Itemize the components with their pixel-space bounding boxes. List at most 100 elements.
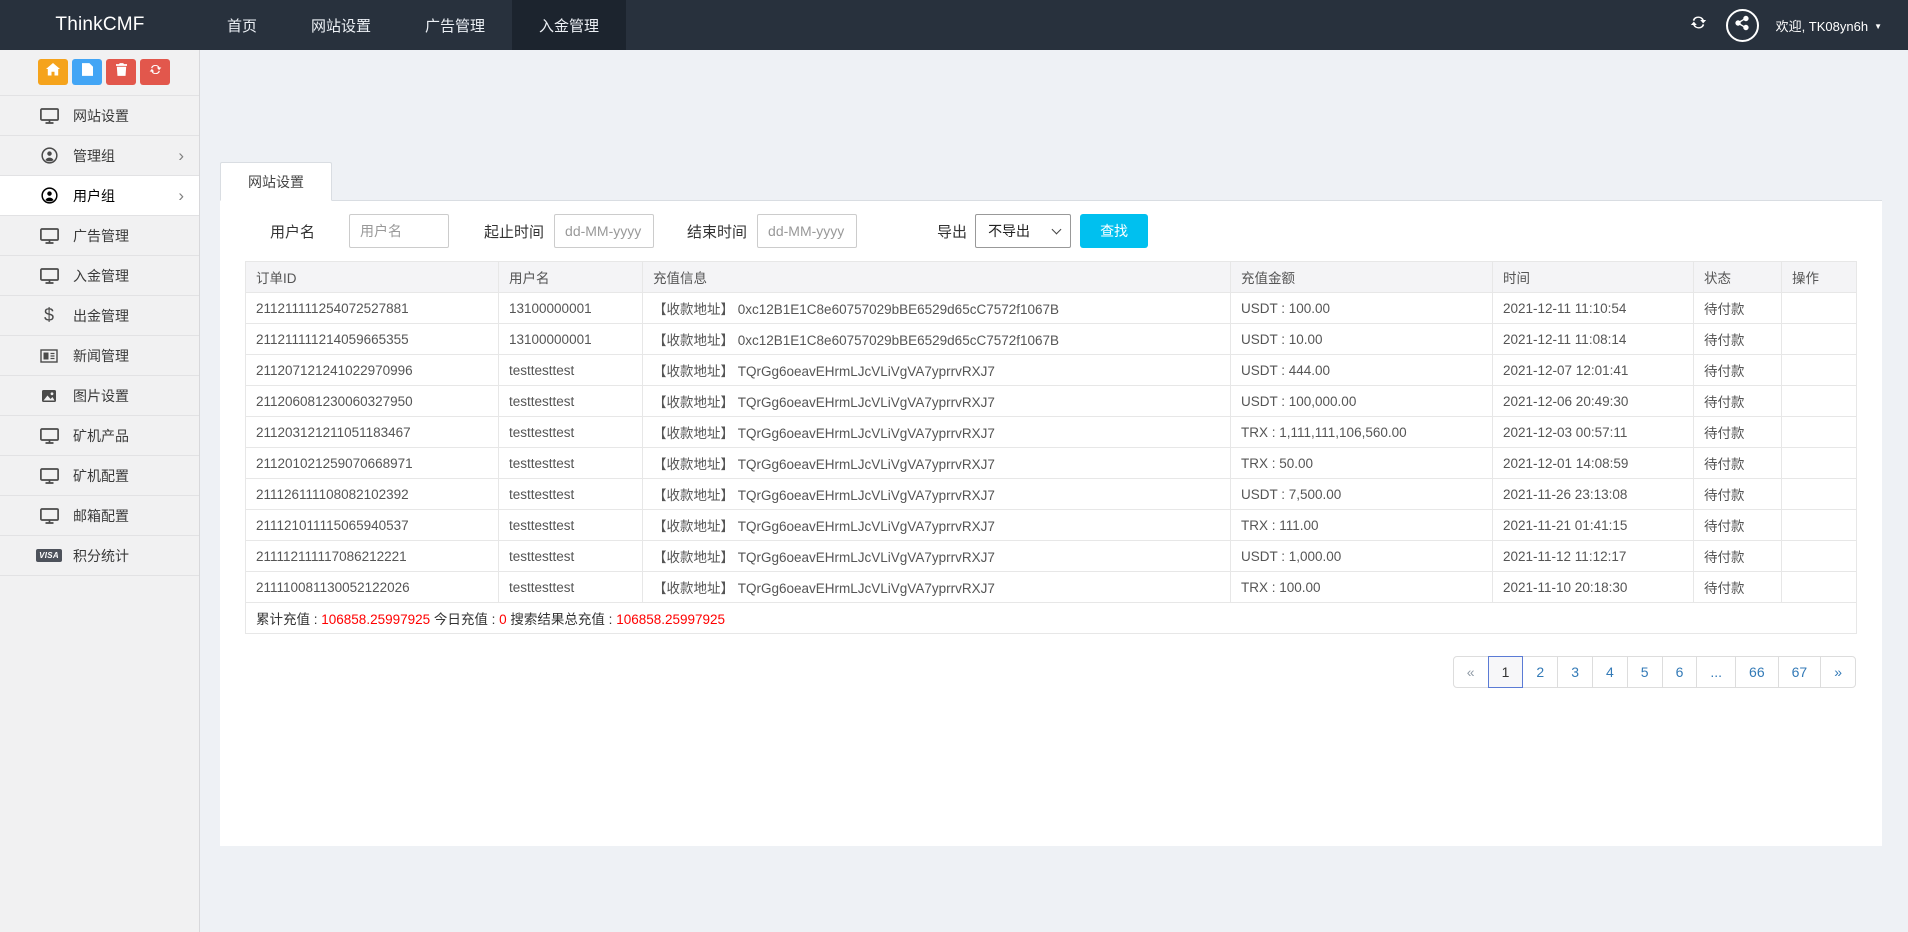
sidebar-item-site-settings[interactable]: 网站设置	[0, 96, 199, 136]
nav-item-site-settings[interactable]: 网站设置	[311, 17, 372, 35]
summary-row: 累计充值 : 106858.25997925 今日充值 : 0 搜索结果总充值 …	[245, 602, 1857, 634]
summary-label: 今日充值 :	[430, 612, 500, 627]
page-3-button[interactable]: 3	[1557, 656, 1593, 688]
cell-time: 2021-12-11 11:10:54	[1492, 292, 1694, 324]
username-label: 用户名	[270, 223, 316, 241]
sidebar-item-mailbox-config[interactable]: 邮箱配置	[0, 496, 199, 536]
page-67-button[interactable]: 67	[1777, 656, 1822, 688]
sidebar: 网站设置 管理组 › 用户组 › 广告管理 入金管理 $ 出金管理 新闻管理图片设置矿机产品 矿机配…	[0, 50, 200, 932]
column-header: 时间	[1492, 261, 1694, 293]
cell-user: testtesttest	[498, 509, 643, 541]
sidebar-item-withdraw-management[interactable]: $ 出金管理	[0, 296, 199, 336]
page-5-button[interactable]: 5	[1626, 656, 1663, 688]
summary-value: 0	[499, 612, 507, 627]
trash-button[interactable]	[106, 59, 136, 85]
cell-amount: USDT : 1,000.00	[1230, 540, 1493, 572]
cell-order-id: 211126111108082102392	[245, 478, 499, 510]
dollar-icon: $	[43, 305, 54, 325]
summary-value: 106858.25997925	[321, 612, 431, 627]
sidebar-item-miner-config[interactable]: 矿机配置	[0, 456, 199, 496]
monitor-icon	[38, 267, 60, 284]
nav-item-deposit-management[interactable]: 入金管理	[512, 0, 627, 50]
recycle-icon	[149, 63, 162, 81]
table-row: 211126111108082102392 testtesttest 【收款地址】 …	[245, 478, 1857, 510]
nav-item-ad-management[interactable]: 广告管理	[425, 17, 486, 35]
share-icon	[1733, 14, 1751, 37]
end-date-input[interactable]	[757, 214, 858, 248]
sidebar-item-deposit-management[interactable]: 入金管理	[0, 256, 199, 296]
search-button[interactable]: 查找	[1080, 214, 1149, 248]
page-6-button[interactable]: 6	[1661, 656, 1698, 688]
cell-user: testtesttest	[498, 354, 643, 386]
monitor-icon	[38, 227, 60, 244]
cell-user: testtesttest	[498, 540, 643, 572]
end-time-label: 结束时间	[687, 223, 748, 241]
recycle-button[interactable]	[140, 59, 170, 85]
image-icon	[38, 389, 60, 403]
sidebar-item-ad-management[interactable]: 广告管理	[0, 216, 199, 256]
cell-action	[1781, 354, 1857, 386]
sidebar-item-label: 管理组	[73, 147, 115, 164]
cell-action	[1781, 385, 1857, 417]
cell-action	[1781, 571, 1857, 603]
card-body: 用户名 起止时间 结束时间 导出 不导出 查找	[220, 201, 1882, 846]
welcome-text: 欢迎, TK08yn6h	[1775, 18, 1869, 34]
cell-user: testtesttest	[498, 416, 643, 448]
page-1-button[interactable]: 1	[1487, 656, 1524, 688]
page-next-button[interactable]: »	[1820, 656, 1856, 688]
cell-user: 13100000001	[498, 292, 643, 324]
nav-item-home[interactable]: 首页	[227, 17, 258, 35]
cell-order-id: 211121011115065940537	[245, 509, 499, 541]
cell-order-id: 211112111117086212221	[245, 540, 499, 572]
sidebar-toolbar	[0, 50, 199, 95]
file-button[interactable]	[72, 59, 102, 85]
cell-user: testtesttest	[498, 385, 643, 417]
table-row: 211207121241022970996 testtesttest 【收款地址】 …	[245, 354, 1857, 386]
cell-action	[1781, 478, 1857, 510]
table-row: 211201021259070668971 testtesttest 【收款地址】 …	[245, 447, 1857, 479]
cell-order-id: 211110081130052122026	[245, 571, 499, 603]
cell-amount: TRX : 50.00	[1230, 447, 1493, 479]
page-66-button[interactable]: 66	[1735, 656, 1779, 688]
page-prev-button[interactable]: «	[1452, 656, 1489, 688]
summary-label: 累计充值 :	[256, 612, 322, 627]
sidebar-item-news-management[interactable]: 新闻管理	[0, 336, 199, 376]
sidebar-item-user-group[interactable]: 用户组 ›	[0, 176, 199, 216]
cell-info: 【收款地址】 TQrGg6oeavEHrmLJcVLiVgVA7yprrvRXJ…	[642, 354, 1231, 386]
cell-time: 2021-11-10 20:18:30	[1492, 571, 1694, 603]
sidebar-item-points-stats[interactable]: VISA 积分统计	[0, 536, 199, 576]
navbar-right: 欢迎, TK08yn6h ▼	[1689, 0, 1908, 50]
user-avatar[interactable]	[1725, 8, 1759, 42]
user-menu[interactable]: 欢迎, TK08yn6h ▼	[1776, 16, 1882, 35]
cell-info: 【收款地址】 0xc12B1E1C8e60757029bBE6529d65cC7…	[642, 323, 1231, 355]
sidebar-item-miner-products[interactable]: 矿机产品	[0, 416, 199, 456]
column-header: 操作	[1781, 261, 1857, 293]
username-input[interactable]	[349, 214, 450, 248]
cell-info: 【收款地址】 0xc12B1E1C8e60757029bBE6529d65cC7…	[642, 292, 1231, 324]
sidebar-item-image-settings[interactable]: 图片设置	[0, 376, 199, 416]
cell-order-id: 211207121241022970996	[245, 354, 499, 386]
sidebar-item-admin-group[interactable]: 管理组 ›	[0, 136, 199, 176]
home-icon	[46, 63, 60, 81]
monitor-icon	[38, 467, 60, 484]
page-4-button[interactable]: 4	[1591, 656, 1628, 688]
export-select[interactable]: 不导出	[975, 214, 1072, 248]
start-date-input[interactable]	[554, 214, 655, 248]
table-row: 211211111214059665355 13100000001 【收款地址】 0…	[245, 323, 1857, 355]
table-row: 211206081230060327950 testtesttest 【收款地址】 …	[245, 385, 1857, 417]
column-header: 状态	[1693, 261, 1782, 293]
page-2-button[interactable]: 2	[1522, 656, 1559, 688]
sidebar-item-label: 图片设置	[73, 387, 129, 404]
table-row: 211112111117086212221 testtesttest 【收款地址】 …	[245, 540, 1857, 572]
summary-label: 搜索结果总充值 :	[506, 612, 617, 627]
refresh-button[interactable]	[1689, 15, 1709, 35]
home-button[interactable]	[38, 59, 68, 85]
cell-amount: TRX : 1,111,111,106,560.00	[1230, 416, 1493, 448]
top-navbar: ThinkCMF 首页 网站设置 广告管理 入金管理 欢迎, TK08yn6h ▼	[0, 0, 1908, 50]
table-row: 211203121211051183467 testtesttest 【收款地址】 …	[245, 416, 1857, 448]
content-card: 网站设置 用户名 起止时间 结束时间 导出 不导出 查找	[220, 162, 1882, 846]
start-time-label: 起止时间	[484, 223, 545, 241]
cell-order-id: 211211111254072527881	[245, 292, 499, 324]
visa-icon: VISA	[36, 549, 62, 562]
tab-site-settings[interactable]: 网站设置	[220, 162, 332, 201]
